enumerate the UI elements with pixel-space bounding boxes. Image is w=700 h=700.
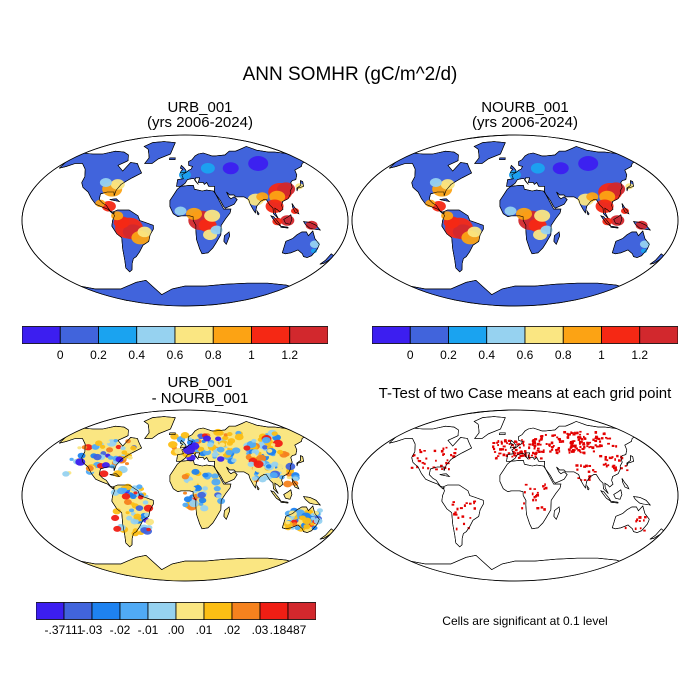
colorbar-box xyxy=(289,326,328,344)
colorbar-box xyxy=(119,602,149,620)
colorbar-box xyxy=(601,326,641,344)
colorbar-label: 0.2 xyxy=(90,348,107,362)
colorbar-label: -.03 xyxy=(81,623,103,637)
panel-nourb-title-2: (yrs 2006-2024) xyxy=(472,114,578,131)
panel-urb-title-1: URB_001 xyxy=(167,99,233,116)
panel-nourb-title-1: NOURB_001 xyxy=(481,99,569,116)
colorbar-label: .03 xyxy=(251,623,269,637)
panel-ttest-title: T-Test of two Case means at each grid po… xyxy=(378,385,672,402)
colorbar-diff-labels: -.37111 -.03 -.02 -.01 .00 .01 .02 .03.18487 xyxy=(36,623,316,639)
colorbar-label: 0.2 xyxy=(440,348,457,362)
colorbar-label: -.37111 xyxy=(44,623,84,637)
colorbar-box xyxy=(231,602,261,620)
colorbar-label: -.02 xyxy=(109,623,131,637)
colorbar-box xyxy=(98,326,138,344)
colorbar-label: 0.4 xyxy=(128,348,146,362)
colorbar-label: -.01 xyxy=(137,623,159,637)
colorbar-label: 0.6 xyxy=(516,348,534,362)
colorbar-label: 0.8 xyxy=(554,348,572,362)
colorbar-diff xyxy=(36,602,316,620)
colorbar-box xyxy=(524,326,564,344)
colorbar-box xyxy=(409,326,449,344)
colorbar-label: 0 xyxy=(56,348,64,362)
colorbar-label: .01 xyxy=(195,623,213,637)
colorbar-label: 1.2 xyxy=(281,348,299,362)
colorbar-box xyxy=(203,602,233,620)
colorbar-box xyxy=(259,602,289,620)
colorbar-box xyxy=(175,602,205,620)
colorbar-box xyxy=(562,326,602,344)
map-diff xyxy=(21,409,349,582)
colorbar-box xyxy=(639,326,678,344)
colorbar-label: 1.2 xyxy=(631,348,649,362)
colorbar-box xyxy=(251,326,291,344)
colorbar-label: .02 xyxy=(223,623,241,637)
colorbar-label: .18487 xyxy=(269,623,307,637)
map-nourb xyxy=(351,134,679,307)
colorbar-box xyxy=(448,326,488,344)
colorbar-label: 0.6 xyxy=(166,348,184,362)
colorbar-box xyxy=(22,326,61,344)
colorbar-label: .00 xyxy=(167,623,185,637)
colorbar-box xyxy=(486,326,526,344)
colorbar-label: 0 xyxy=(406,348,414,362)
colorbar-urb-labels: 0 0.2 0.4 0.6 0.8 1 1.2 xyxy=(22,348,328,364)
colorbar-urb xyxy=(22,326,328,344)
significance-note: Cells are significant at 0.1 level xyxy=(442,614,608,628)
colorbar-box xyxy=(36,602,65,620)
colorbar-box xyxy=(63,602,93,620)
colorbar-label: 1 xyxy=(598,348,605,362)
map-ttest xyxy=(351,409,679,582)
panel-diff-title-1: URB_001 xyxy=(167,374,233,391)
colorbar-label: 0.8 xyxy=(204,348,222,362)
colorbar-box xyxy=(174,326,214,344)
colorbar-nourb-labels: 0 0.2 0.4 0.6 0.8 1 1.2 xyxy=(372,348,678,364)
colorbar-box xyxy=(91,602,121,620)
colorbar-box xyxy=(147,602,177,620)
panel-urb-title-2: (yrs 2006-2024) xyxy=(147,114,253,131)
colorbar-box xyxy=(59,326,99,344)
map-urb xyxy=(21,134,349,307)
figure-title: ANN SOMHR (gC/m^2/d) xyxy=(242,64,458,85)
colorbar-nourb xyxy=(372,326,678,344)
colorbar-box xyxy=(136,326,176,344)
colorbar-label: 0.4 xyxy=(478,348,496,362)
colorbar-label: 1 xyxy=(248,348,255,362)
panel-diff-title-2: - NOURB_001 xyxy=(151,390,249,407)
colorbar-box xyxy=(372,326,411,344)
colorbar-box xyxy=(287,602,316,620)
colorbar-box xyxy=(212,326,252,344)
